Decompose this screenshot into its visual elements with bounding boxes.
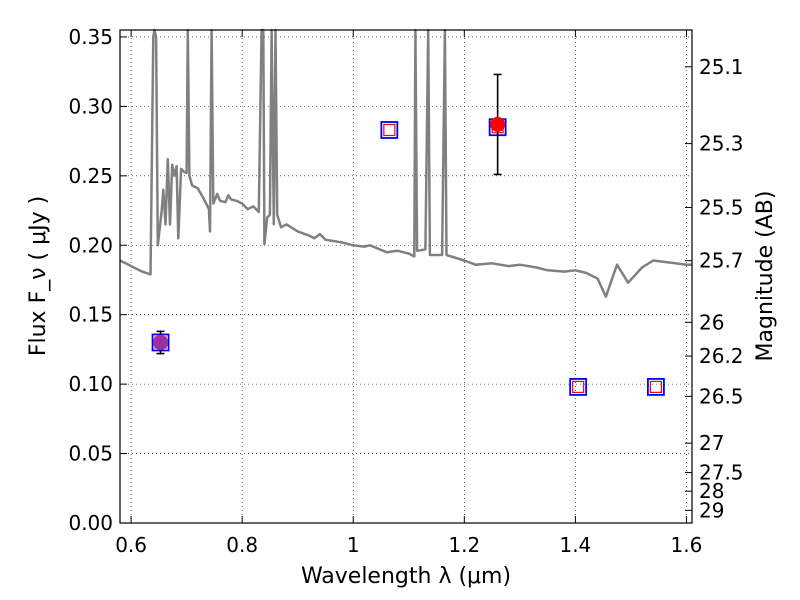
y-axis-label: Flux F_ν ( μJy ) [26, 196, 51, 356]
right-tick-label: 26.5 [699, 384, 744, 408]
x-tick-label: 0.8 [226, 533, 258, 557]
right-tick-label: 27 [699, 431, 724, 455]
model-square-inner [572, 380, 585, 394]
grid [120, 30, 692, 524]
model-square-inner [383, 123, 396, 137]
x-tick-label: 1.2 [448, 533, 480, 557]
y-tick-label: 0.35 [68, 25, 113, 49]
x-tick-label: 1.4 [559, 533, 591, 557]
right-tick-label: 25.3 [699, 132, 744, 156]
y-tick-label: 0.10 [68, 372, 113, 396]
detection-point [153, 334, 169, 350]
right-tick-label: 28 [699, 479, 724, 503]
right-tick-label: 27.5 [699, 461, 744, 485]
right-tick-label: 25.7 [699, 249, 744, 273]
y-axis-left: 0.00 0.05 0.10 0.15 0.20 0.25 0.30 0.35 [68, 25, 127, 535]
y-tick-label: 0.05 [68, 442, 113, 466]
y-tick-label: 0.25 [68, 164, 113, 188]
y-tick-label: 0.00 [68, 511, 113, 535]
sed-curve [119, 28, 692, 298]
model-square-inner [649, 380, 663, 394]
model-square [569, 378, 588, 396]
y-tick-label: 0.30 [68, 94, 113, 118]
x-tick-label: 0.6 [115, 533, 147, 557]
model-square [647, 378, 665, 396]
right-tick-label: 26.2 [699, 344, 744, 368]
right-tick-label: 29 [699, 498, 724, 522]
y-tick-label: 0.20 [68, 233, 113, 257]
x-axis: 0.6 0.8 1 1.2 1.4 1.6 [115, 30, 702, 557]
x-tick-label: 1.6 [671, 533, 703, 557]
plot-frame [119, 29, 693, 524]
detections [153, 73, 506, 355]
x-axis-label: Wavelength λ (μm) [301, 564, 511, 589]
y-axis-right-label: Magnitude (AB) [753, 191, 778, 362]
y-tick-label: 0.15 [68, 303, 113, 327]
sed-line [119, 28, 692, 298]
right-tick-label: 25.5 [699, 195, 744, 219]
detection-point [490, 116, 506, 132]
right-tick-label: 26 [699, 310, 724, 334]
model-points [151, 118, 665, 396]
model-square [380, 121, 399, 139]
right-tick-label: 25.1 [699, 55, 744, 79]
x-tick-label: 1 [347, 533, 360, 557]
